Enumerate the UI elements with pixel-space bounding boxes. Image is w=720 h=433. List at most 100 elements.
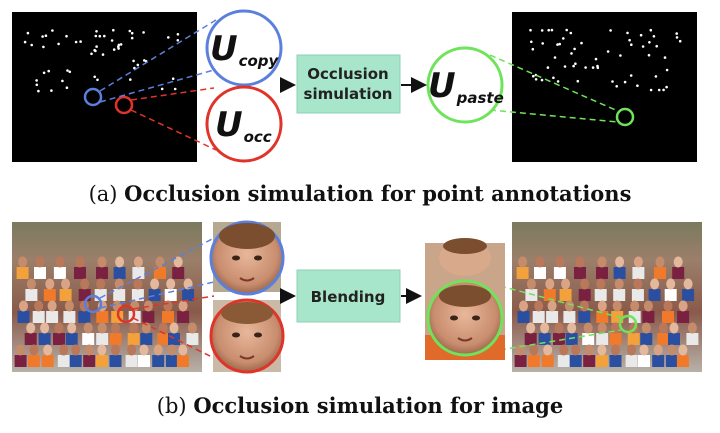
- runner-body: [677, 311, 690, 323]
- row-b-left-photo: [12, 222, 202, 372]
- paste-circle: [426, 46, 504, 124]
- runner-head: [518, 256, 528, 268]
- runner-head: [19, 300, 28, 312]
- annotation-dot: [79, 40, 82, 43]
- runner-body: [546, 311, 559, 323]
- runner-body: [138, 355, 150, 367]
- runner-body: [596, 311, 609, 323]
- runner-body: [516, 267, 529, 279]
- annotation-dot: [93, 75, 96, 79]
- annotation-dot: [130, 31, 134, 35]
- runner-head: [653, 344, 663, 356]
- annotation-dot: [173, 87, 177, 91]
- runner-head: [534, 300, 544, 312]
- annotation-dot: [647, 53, 651, 57]
- runner-body: [96, 311, 109, 323]
- runner-body: [148, 289, 161, 301]
- runner-body: [152, 355, 165, 367]
- runner-body: [514, 355, 527, 367]
- runner-body: [559, 289, 572, 301]
- annotation-dot: [540, 78, 544, 82]
- runner-head: [612, 300, 622, 312]
- annotation-dot: [101, 53, 105, 56]
- runner-head: [187, 322, 197, 334]
- runner-body: [24, 333, 37, 345]
- runner-head: [614, 278, 624, 290]
- annotation-dot: [26, 31, 30, 35]
- annotation-dot: [65, 34, 68, 38]
- runner-head: [658, 322, 668, 334]
- runner-body: [638, 355, 650, 367]
- runner-head: [26, 278, 36, 290]
- annotation-points-right: [529, 28, 682, 92]
- annotation-dot: [171, 77, 175, 80]
- copy-symbol: Ucopy: [210, 29, 280, 70]
- runner-body: [186, 333, 199, 345]
- runner-head: [75, 256, 85, 268]
- runner-head: [643, 300, 653, 312]
- runner-head: [584, 344, 594, 356]
- annotation-dot: [142, 31, 145, 34]
- runner-body: [613, 267, 626, 279]
- runner-body: [631, 289, 644, 301]
- runner-body: [14, 355, 27, 367]
- annotation-dot: [580, 41, 583, 45]
- runner-head: [597, 300, 607, 312]
- occ-circle: [205, 85, 283, 163]
- annotation-dot: [649, 88, 653, 92]
- blending-box: [296, 269, 401, 323]
- runner-head: [54, 322, 64, 334]
- runner-head: [575, 256, 585, 268]
- annotation-dot: [665, 85, 668, 89]
- runner-body: [569, 355, 582, 367]
- runner-body: [609, 355, 622, 367]
- runner-head: [650, 278, 660, 290]
- runner-head: [139, 344, 149, 356]
- runner-body: [565, 333, 578, 345]
- runner-body: [125, 355, 138, 367]
- annotation-dot: [42, 71, 46, 75]
- runner-head: [155, 256, 165, 268]
- annotation-dot: [74, 40, 78, 44]
- annotation-dot: [663, 56, 667, 59]
- runner-body: [46, 311, 59, 323]
- caption-a-tag: (a): [88, 182, 118, 206]
- occ-face-marker: [116, 304, 136, 324]
- runner-body: [538, 333, 551, 345]
- runner-body: [640, 333, 653, 345]
- runner-body: [157, 333, 170, 345]
- crowd-runners-right: [514, 256, 699, 367]
- copy-point-marker: [83, 87, 103, 107]
- annotation-dot: [90, 52, 93, 56]
- runner-body: [168, 333, 180, 345]
- runner-body: [32, 311, 45, 323]
- annotation-dot: [574, 62, 577, 65]
- annotation-dot: [119, 43, 123, 46]
- annotation-dot: [112, 48, 116, 51]
- runner-body: [59, 289, 72, 301]
- runner-head: [666, 278, 676, 290]
- runner-head: [111, 344, 120, 356]
- annotation-dot: [112, 28, 115, 32]
- annotation-dot: [629, 74, 633, 77]
- runner-body: [682, 289, 695, 301]
- annotation-dot: [611, 80, 614, 83]
- runner-body: [43, 289, 56, 301]
- runner-head: [71, 344, 81, 356]
- runner-head: [111, 322, 120, 334]
- runner-body: [541, 355, 554, 367]
- annotation-dot: [628, 38, 631, 42]
- runner-head: [163, 300, 173, 312]
- runner-body: [553, 267, 566, 279]
- annotation-dot: [547, 28, 550, 32]
- occ-point-marker: [114, 95, 134, 115]
- annotation-dot: [94, 34, 98, 38]
- runner-head: [583, 322, 593, 334]
- annotation-dot: [143, 59, 146, 62]
- runner-head: [127, 344, 137, 356]
- annotation-dot: [98, 34, 102, 38]
- annotation-dot: [30, 43, 33, 47]
- annotation-dot: [136, 63, 140, 67]
- annotation-dot: [128, 29, 132, 33]
- runner-body: [83, 355, 96, 367]
